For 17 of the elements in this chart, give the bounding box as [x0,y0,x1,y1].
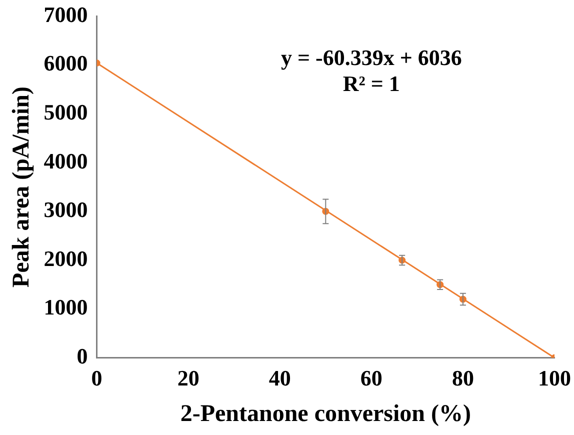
annotation: y = -60.339x + 6036 [280,44,462,70]
x-tick-label: 40 [268,366,291,391]
y-tick-label: 7000 [44,2,88,27]
x-tick-label: 100 [538,366,571,391]
y-axis-title: Peak area (pA/min) [8,86,35,288]
annotation: R² = 1 [342,70,400,96]
y-tick-label: 2000 [44,246,88,271]
x-tick-label: 60 [360,366,382,391]
y-tick-label: 5000 [44,99,88,124]
y-tick-label: 4000 [44,148,88,174]
y-tick-label: 1000 [44,294,88,320]
x-tick-label: 20 [177,366,200,391]
y-tick-label: 3000 [44,197,88,222]
x-axis-title: 2-Pentanone conversion (%) [180,400,471,427]
x-tick-label: 80 [452,366,474,391]
y-tick-label: 0 [76,343,88,368]
y-tick-label: 6000 [44,50,88,76]
